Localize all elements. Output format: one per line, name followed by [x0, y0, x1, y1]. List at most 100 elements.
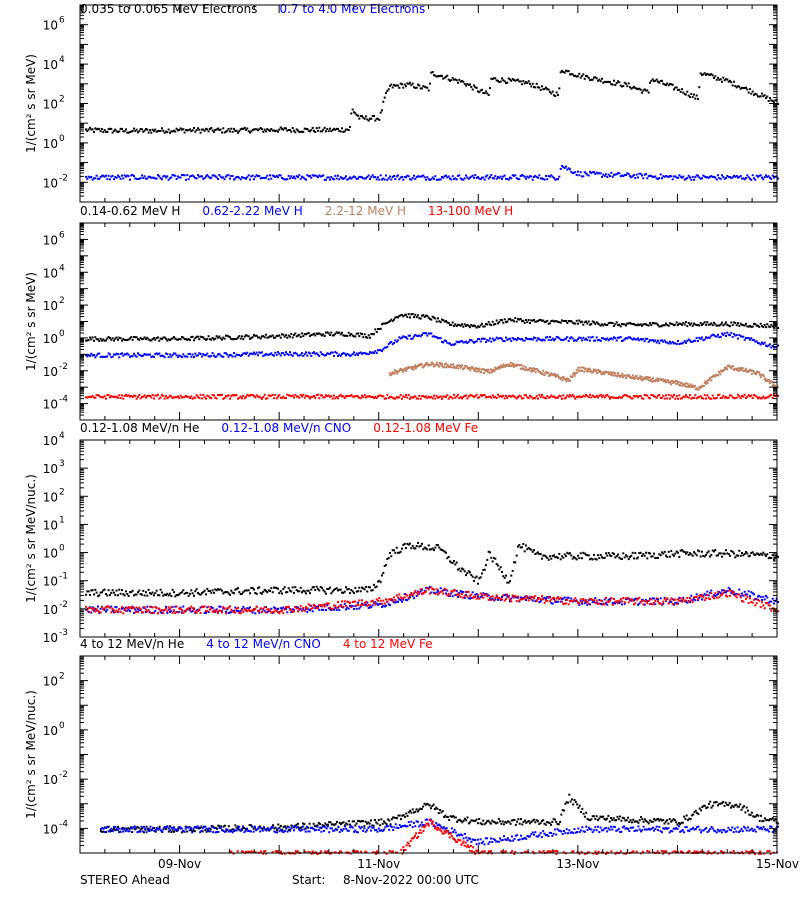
- y-tick-label: 10: [43, 332, 58, 346]
- data-point: [362, 116, 365, 119]
- data-point: [201, 397, 203, 400]
- data-point: [633, 599, 635, 602]
- data-point: [413, 366, 416, 369]
- data-point: [246, 127, 249, 130]
- data-point: [645, 173, 647, 176]
- data-point: [531, 397, 534, 400]
- data-point: [447, 175, 450, 178]
- data-point: [319, 394, 322, 397]
- data-point: [182, 589, 185, 592]
- data-point: [761, 325, 763, 327]
- data-point: [179, 607, 182, 610]
- data-point: [90, 395, 93, 398]
- data-point: [452, 363, 455, 366]
- data-point: [178, 176, 181, 179]
- data-point: [110, 356, 113, 359]
- data-point: [613, 173, 615, 176]
- data-point: [458, 567, 461, 570]
- data-point: [538, 393, 541, 396]
- data-point: [350, 606, 353, 609]
- data-point: [538, 338, 541, 341]
- data-point: [690, 553, 693, 556]
- data-point: [740, 368, 743, 371]
- data-point: [679, 175, 682, 178]
- data-point: [766, 553, 769, 556]
- data-point: [333, 394, 335, 397]
- data-point: [361, 586, 363, 589]
- data-point: [375, 598, 378, 601]
- data-point: [586, 554, 589, 557]
- data-point: [259, 127, 262, 129]
- data-point: [531, 338, 534, 341]
- data-point: [693, 384, 696, 387]
- data-point: [411, 367, 414, 370]
- data-point: [378, 394, 381, 397]
- data-point: [721, 555, 723, 558]
- data-point: [306, 610, 309, 613]
- data-point: [755, 395, 758, 398]
- data-point: [698, 385, 701, 388]
- data-point: [777, 386, 779, 389]
- data-point: [215, 609, 218, 612]
- data-point: [187, 594, 190, 597]
- data-point: [191, 129, 194, 132]
- data-point: [169, 592, 171, 595]
- data-point: [422, 548, 425, 551]
- data-point: [343, 600, 346, 603]
- data-point: [643, 603, 646, 606]
- data-point: [582, 599, 585, 602]
- data-point: [439, 395, 442, 398]
- data-point: [367, 606, 370, 609]
- data-point: [134, 336, 137, 339]
- data-point: [725, 591, 727, 594]
- data-point: [209, 127, 211, 130]
- data-point: [209, 590, 211, 592]
- data-point: [102, 131, 105, 133]
- y-tick-label: 10: [43, 299, 58, 313]
- data-point: [462, 341, 465, 344]
- data-point: [427, 587, 430, 590]
- data-point: [721, 589, 723, 592]
- data-point: [401, 600, 403, 603]
- data-point: [443, 175, 446, 178]
- data-point: [205, 338, 207, 341]
- data-point: [253, 608, 255, 611]
- data-point: [270, 394, 273, 397]
- data-point: [154, 338, 157, 341]
- data-point: [342, 395, 345, 398]
- data-point: [458, 324, 461, 326]
- data-point: [424, 363, 427, 366]
- data-point: [169, 353, 171, 356]
- data-point: [762, 342, 765, 345]
- data-point: [259, 337, 262, 340]
- data-point: [541, 373, 544, 375]
- data-point: [390, 598, 393, 600]
- data-point: [518, 394, 521, 397]
- data-point: [369, 178, 371, 180]
- data-point: [563, 596, 566, 599]
- data-point: [413, 86, 415, 89]
- data-point: [94, 336, 97, 339]
- data-point: [539, 600, 542, 603]
- data-point: [501, 365, 504, 368]
- data-point: [295, 607, 298, 610]
- data-point: [182, 611, 185, 614]
- data-point: [626, 172, 629, 175]
- data-point: [599, 324, 602, 327]
- data-point: [613, 374, 616, 377]
- data-point: [201, 355, 203, 358]
- data-point: [178, 338, 181, 340]
- data-point: [759, 397, 762, 400]
- data-point: [645, 323, 647, 326]
- data-point: [418, 317, 421, 320]
- data-point: [175, 605, 178, 608]
- data-point: [738, 175, 741, 178]
- data-point: [395, 600, 398, 603]
- data-point: [457, 393, 459, 396]
- data-point: [485, 368, 488, 371]
- data-point: [753, 93, 755, 96]
- data-point: [409, 334, 411, 337]
- data-point: [770, 394, 773, 397]
- data-point: [594, 76, 597, 79]
- data-point: [525, 319, 527, 321]
